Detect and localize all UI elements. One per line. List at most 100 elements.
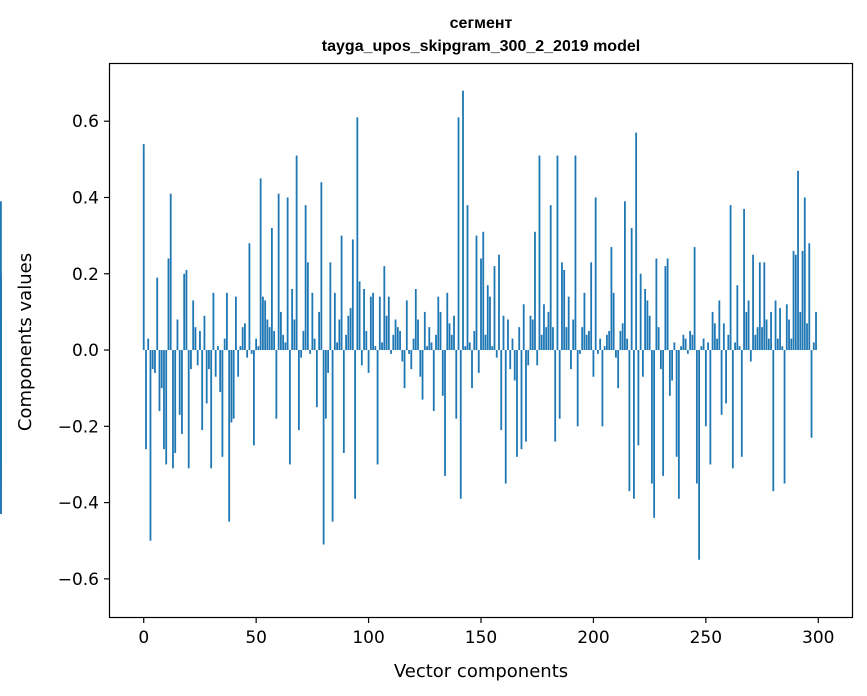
bar-component-259 bbox=[725, 350, 727, 404]
bar-component-80 bbox=[322, 350, 325, 545]
bar-component-120 bbox=[412, 338, 415, 351]
bar-component-173 bbox=[531, 319, 534, 351]
bar-component-98 bbox=[363, 289, 365, 351]
bar-component-10 bbox=[165, 350, 168, 465]
x-tick-label: 200 bbox=[577, 628, 609, 648]
bar-component-17 bbox=[181, 350, 183, 434]
bar-component-49 bbox=[253, 350, 255, 446]
bar-component-42 bbox=[237, 350, 240, 377]
bar-component-197 bbox=[585, 334, 588, 351]
bar-component-71 bbox=[302, 330, 305, 351]
bar-component-101 bbox=[369, 296, 372, 351]
bar-component-47 bbox=[248, 243, 251, 351]
bar-component-111 bbox=[392, 334, 395, 351]
bar-component-68 bbox=[295, 155, 298, 351]
bar-component-96 bbox=[358, 281, 361, 351]
bar-component-236 bbox=[673, 342, 676, 351]
bar-component-219 bbox=[635, 132, 638, 351]
bar-component-136 bbox=[448, 323, 451, 351]
bar-component-239 bbox=[680, 346, 683, 351]
bar-component-189 bbox=[567, 296, 570, 351]
bar-component-228 bbox=[655, 258, 658, 351]
bar-component-292 bbox=[799, 311, 802, 351]
bar-component-41 bbox=[235, 296, 237, 351]
bar-component-230 bbox=[659, 350, 662, 370]
bar-component-250 bbox=[704, 350, 707, 427]
bar-component-74 bbox=[309, 350, 312, 354]
bar-component-125 bbox=[423, 311, 426, 351]
bar-component-293 bbox=[801, 250, 804, 351]
bar-component-233 bbox=[666, 258, 669, 351]
bar-component-185 bbox=[558, 350, 561, 419]
bar-component-130 bbox=[435, 334, 437, 351]
bar-component-114 bbox=[399, 330, 401, 351]
bar-component-105 bbox=[378, 296, 381, 351]
chart-title-line-2: tayga_upos_skipgram_300_2_2019 model bbox=[322, 38, 640, 55]
bar-component-166 bbox=[516, 350, 518, 457]
bar-component-282 bbox=[776, 338, 779, 351]
bar-component-196 bbox=[583, 292, 586, 351]
bar-component-268 bbox=[745, 311, 748, 351]
bar-component-141 bbox=[459, 350, 462, 499]
bar-component-109 bbox=[387, 296, 390, 351]
bar-component-148 bbox=[475, 235, 478, 351]
bar-component-89 bbox=[342, 350, 345, 453]
bar-component-276 bbox=[763, 262, 766, 351]
bar-component-246 bbox=[695, 350, 698, 484]
bar-component-291 bbox=[797, 170, 799, 351]
bar-component-57 bbox=[270, 227, 273, 351]
bar-component-18 bbox=[183, 273, 186, 351]
y-axis-ticks: −0.6 −0.4 −0.2 0.0 0.2 0.4 0.6 bbox=[58, 112, 110, 590]
bar-component-286 bbox=[785, 304, 788, 351]
bar-component-226 bbox=[650, 350, 653, 484]
bar-component-145 bbox=[468, 342, 471, 351]
bar-component-70 bbox=[300, 350, 303, 358]
bar-component-43 bbox=[239, 346, 242, 351]
bar-component-126 bbox=[426, 346, 428, 351]
bar-component-204 bbox=[601, 350, 604, 427]
bar-component-119 bbox=[410, 350, 413, 370]
bar-component-75 bbox=[311, 292, 314, 351]
bar-component-88 bbox=[340, 235, 343, 351]
bar-component-184 bbox=[556, 155, 559, 351]
bar-component-153 bbox=[486, 285, 489, 351]
bar-component-23 bbox=[194, 327, 197, 351]
bar-component-243 bbox=[689, 330, 692, 351]
bar-component-256 bbox=[718, 300, 721, 351]
bar-component-165 bbox=[513, 350, 516, 381]
bar-component-260 bbox=[727, 334, 730, 351]
bar-component-99 bbox=[365, 330, 368, 351]
y-tick-label: −0.6 bbox=[58, 570, 99, 590]
bar-component-154 bbox=[489, 296, 491, 351]
x-tick-label: 250 bbox=[690, 628, 722, 648]
bar-component-182 bbox=[552, 327, 554, 351]
bar-component-110 bbox=[390, 350, 392, 354]
bar-component-178 bbox=[543, 304, 545, 351]
bar-component-100 bbox=[367, 350, 370, 373]
bar-component-16 bbox=[178, 350, 181, 415]
bar-component-235 bbox=[671, 350, 674, 381]
bar-component-266 bbox=[740, 350, 743, 457]
bar-component-38 bbox=[228, 350, 231, 522]
bar-component-15 bbox=[176, 319, 179, 351]
bar-component-281 bbox=[774, 300, 777, 351]
bar-component-104 bbox=[376, 350, 379, 465]
bar-component-90 bbox=[345, 334, 347, 351]
bar-component-132 bbox=[439, 311, 442, 351]
bar-component-37 bbox=[226, 292, 228, 351]
bar-component-69 bbox=[297, 350, 300, 431]
bar-component-217 bbox=[630, 227, 633, 351]
bar-component-26 bbox=[201, 350, 204, 431]
bar-component-238 bbox=[677, 350, 680, 499]
bar-component-149 bbox=[477, 350, 480, 373]
bar-component-244 bbox=[691, 334, 694, 351]
bar-component-87 bbox=[338, 319, 341, 351]
bar-component-249 bbox=[702, 338, 705, 351]
bar-component-32 bbox=[214, 350, 217, 377]
bar-component-97 bbox=[360, 350, 363, 366]
bar-component-106 bbox=[381, 342, 383, 351]
bar-component-103 bbox=[374, 346, 377, 351]
bar-component-129 bbox=[432, 350, 435, 412]
x-tick-label: 150 bbox=[465, 628, 497, 648]
bar-component-180 bbox=[547, 311, 550, 351]
